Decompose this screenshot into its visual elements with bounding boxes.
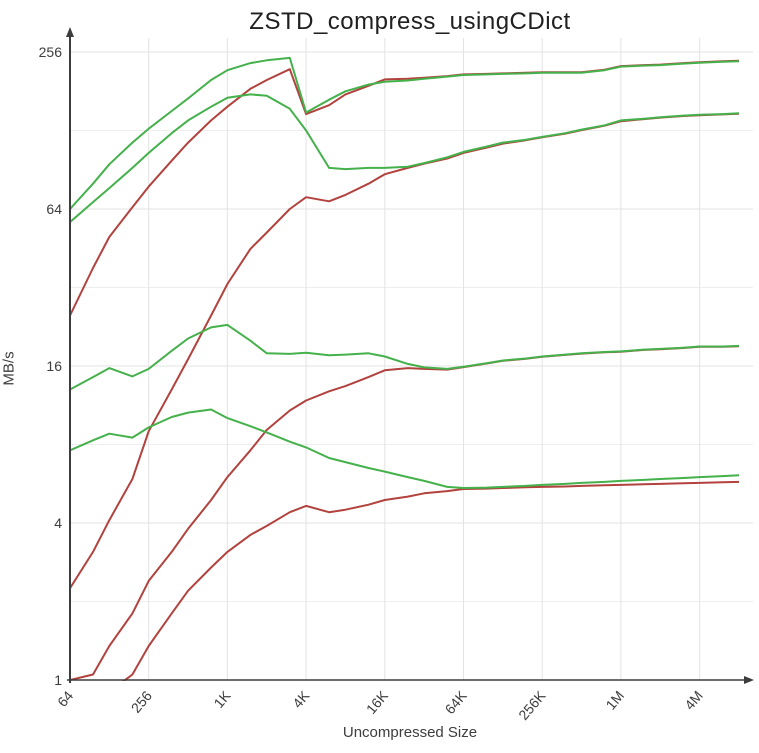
series-line-red-3	[70, 345, 740, 681]
series-line-green-3	[70, 323, 740, 391]
y-axis-arrow-icon	[66, 27, 74, 37]
x-tick-label: 64	[54, 687, 76, 709]
series-line-green-4	[70, 408, 740, 489]
y-tick-label: 64	[46, 201, 62, 217]
x-tick-label: 4K	[289, 687, 313, 711]
y-tick-label: 1	[54, 672, 62, 688]
x-axis-title: Uncompressed Size	[342, 724, 478, 741]
x-tick-label: 256K	[515, 687, 549, 723]
y-tick-label: 256	[39, 44, 63, 60]
series-line-red-1	[70, 59, 740, 316]
x-tick-label: 256	[128, 687, 155, 715]
series-line-green-2	[70, 93, 740, 223]
series-line-red-4	[122, 480, 740, 681]
y-tick-label: 16	[46, 358, 62, 374]
chart-title: ZSTD_compress_usingCDict	[249, 8, 571, 35]
x-tick-label: 64K	[442, 687, 471, 717]
x-tick-label: 4M	[681, 688, 706, 713]
series-line-green-1	[70, 56, 740, 210]
x-tick-label: 1K	[210, 687, 234, 711]
x-tick-label: 1M	[602, 688, 627, 713]
x-axis-arrow-icon	[744, 676, 754, 684]
x-tick-label: 16K	[363, 687, 392, 717]
y-tick-label: 4	[54, 515, 62, 531]
